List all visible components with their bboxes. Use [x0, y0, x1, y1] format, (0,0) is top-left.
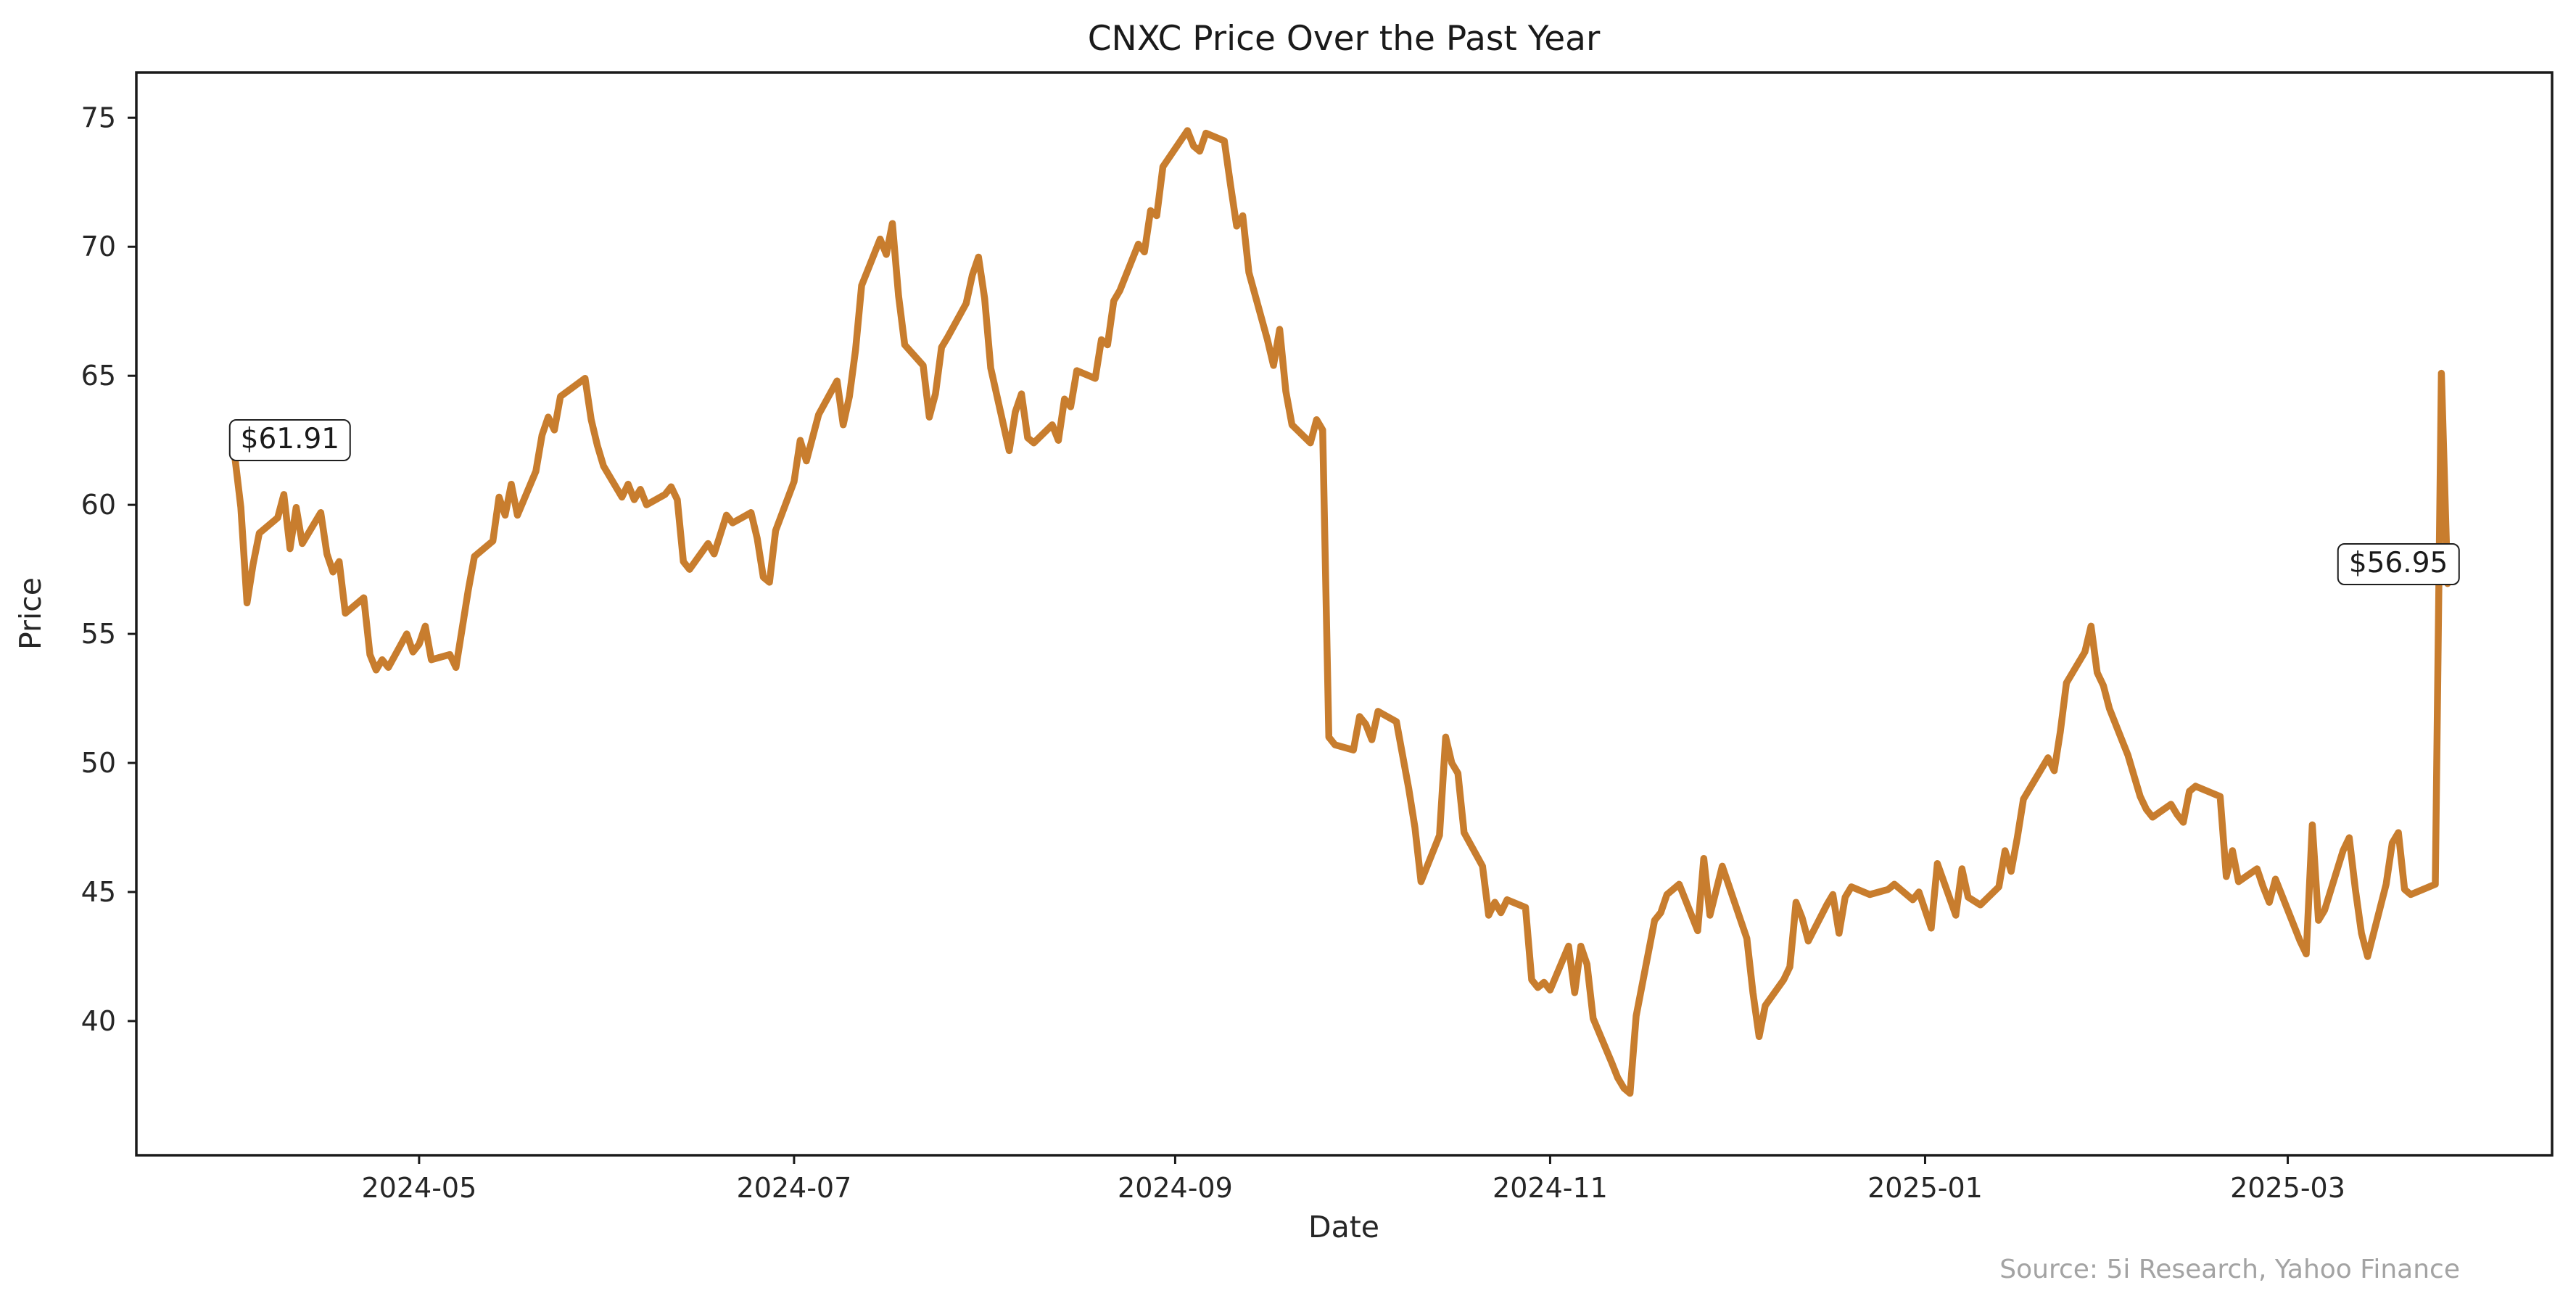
- plot-border: [135, 71, 2554, 1157]
- y-tick-label: 75: [81, 102, 116, 133]
- price-line: [231, 127, 2451, 1097]
- x-tick-label: 2024-07: [737, 1172, 852, 1204]
- y-tick-label: 40: [81, 1005, 116, 1037]
- x-tick-label: 2024-09: [1118, 1172, 1233, 1204]
- x-tick-label: 2024-11: [1493, 1172, 1608, 1204]
- y-tick-label: 50: [81, 747, 116, 779]
- end-price-annotation: $56.95: [2337, 542, 2460, 585]
- y-tick-label: 60: [81, 489, 116, 521]
- start-price-annotation: $61.91: [228, 419, 352, 462]
- y-tick-label: 45: [81, 876, 116, 908]
- chart-title: CNXC Price Over the Past Year: [1087, 19, 1601, 59]
- source-credit: Source: 5i Research, Yahoo Finance: [1999, 1255, 2460, 1284]
- y-axis-label: Price: [13, 577, 48, 651]
- y-tick-label: 55: [81, 618, 116, 650]
- x-tick-label: 2025-03: [2230, 1172, 2345, 1204]
- y-tick-label: 70: [81, 231, 116, 263]
- y-tick-label: 65: [81, 360, 116, 392]
- x-axis-label: Date: [1308, 1210, 1379, 1244]
- x-tick-label: 2024-05: [361, 1172, 476, 1204]
- x-tick-label: 2025-01: [1867, 1172, 1983, 1204]
